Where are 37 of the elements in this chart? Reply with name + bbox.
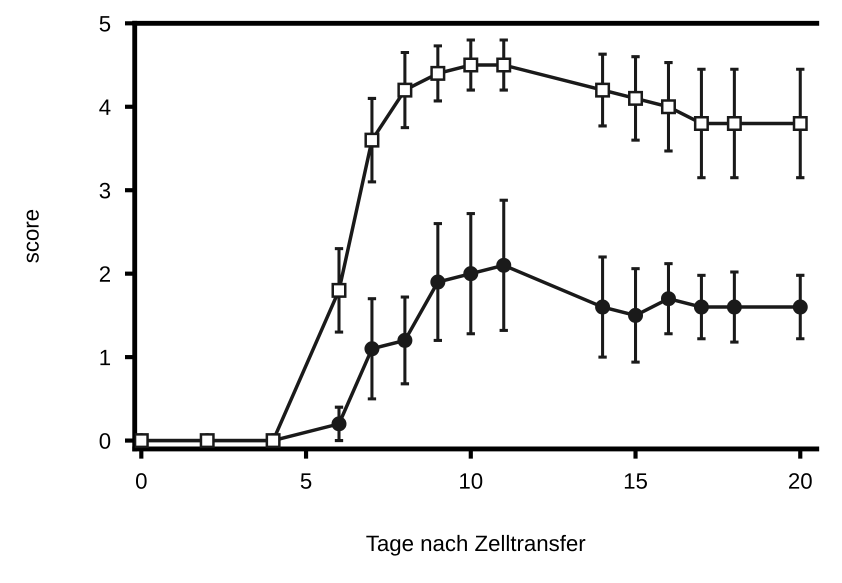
point xyxy=(694,300,709,315)
point xyxy=(331,416,346,432)
x-tick-label: 0 xyxy=(136,473,147,489)
y-tick-label: 2 xyxy=(100,266,110,282)
x-tick-label: 5 xyxy=(300,473,312,489)
point xyxy=(660,99,676,114)
point xyxy=(496,58,512,73)
x-tick-label: 15 xyxy=(624,473,647,489)
y-tick-label: 4 xyxy=(99,100,110,115)
point xyxy=(595,82,610,98)
y-axis-title: score xyxy=(26,210,39,263)
point xyxy=(792,116,808,131)
point xyxy=(628,308,644,323)
point xyxy=(397,332,412,348)
point xyxy=(331,282,346,298)
y-tick-label: 1 xyxy=(100,350,110,366)
x-axis-title: Tage nach Zelltransfer xyxy=(366,534,586,556)
y-tick-label: 5 xyxy=(100,16,110,32)
point xyxy=(496,258,512,273)
point xyxy=(364,341,380,356)
point xyxy=(660,291,676,306)
point xyxy=(364,132,380,148)
point xyxy=(430,66,446,81)
point xyxy=(628,90,644,106)
point xyxy=(595,300,610,315)
point xyxy=(463,266,478,282)
point xyxy=(463,58,478,73)
point xyxy=(397,82,412,98)
x-tick-label: 10 xyxy=(460,473,482,489)
x-tick-label: 20 xyxy=(789,473,812,489)
point xyxy=(430,274,446,290)
y-tick-label: 0 xyxy=(100,433,110,449)
point xyxy=(694,116,709,131)
point xyxy=(726,116,742,131)
y-tick-label: 3 xyxy=(100,182,110,198)
point xyxy=(792,300,808,315)
point xyxy=(726,300,742,315)
